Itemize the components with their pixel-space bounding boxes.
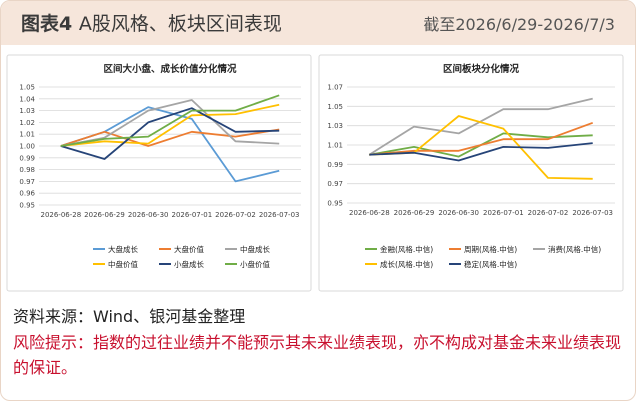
figure-subtitle: A股风格、板块区间表现 [78, 13, 282, 35]
x-tick-label: 2026-07-02 [215, 211, 256, 219]
series-line [60, 94, 280, 147]
legend-label: 周期(风格.中信) [464, 244, 517, 254]
x-tick-label: 2026-07-03 [572, 209, 613, 217]
y-tick-label: 1.07 [327, 84, 343, 92]
charts-svg: 区间大小盘、成长价值分化情况 0.95 0.96 0.97 0.98 0.99 1.00 1.… [6, 54, 624, 292]
figure-label: 图表4 [21, 13, 73, 35]
y-tick-label: 0.98 [19, 166, 35, 174]
legend-label: 大盘成长 [108, 244, 138, 254]
x-tick-label: 2026-07-01 [171, 211, 212, 219]
legend-label: 大盘价值 [174, 244, 204, 254]
x-tick-label: 2026-06-28 [40, 211, 81, 219]
series-line [369, 142, 593, 162]
y-tick-label: 0.95 [19, 202, 35, 210]
legend-label: 成长(风格.中信) [380, 259, 433, 269]
y-tick-label: 0.96 [19, 190, 35, 198]
series-line [60, 99, 280, 147]
y-tick-label: 0.97 [327, 180, 343, 188]
y-tick-label: 0.99 [327, 161, 343, 169]
y-tick-label: 1.03 [327, 122, 343, 130]
y-tick-label: 1.01 [19, 131, 35, 139]
x-tick-label: 2026-06-29 [394, 209, 435, 217]
y-tick-label: 0.99 [19, 154, 35, 162]
chart-panel-frame [6, 54, 312, 292]
series-line [60, 107, 280, 160]
y-tick-label: 0.95 [327, 200, 343, 208]
y-tick-label: 1.00 [19, 143, 35, 151]
legend-label: 小盘成长 [174, 259, 204, 269]
figure-title: 图表4 A股风格、板块区间表现 [21, 9, 282, 36]
chart-title: 区间板块分化情况 [443, 63, 520, 75]
risk-disclaimer: 风险提示：指数的过往业绩并不能预示其未来业绩表现，亦不构成对基金未来业绩表现的保… [13, 333, 622, 377]
legend-label: 中盘成长 [240, 244, 270, 254]
series-line [60, 128, 280, 147]
series-line [368, 97, 593, 156]
notes: 资料来源：Wind、银河基金整理 风险提示：指数的过往业绩并不能预示其未来业绩表… [13, 305, 627, 380]
y-tick-label: 1.04 [19, 95, 35, 103]
series-line [369, 121, 594, 156]
charts-area: 区间大小盘、成长价值分化情况 0.95 0.96 0.97 0.98 0.99 1.00 1.… [1, 45, 635, 301]
x-tick-label: 2026-06-30 [128, 211, 169, 219]
source-note: 资料来源：Wind、银河基金整理 [13, 307, 246, 326]
legend-label: 金融(风格.中信) [380, 244, 433, 254]
chart-panel-1: 区间大小盘、成长价值分化情况 0.95 0.96 0.97 0.98 0.99 1.00 1.… [6, 54, 312, 292]
legend-label: 稳定(风格.中信) [464, 259, 517, 269]
figure-header: 图表4 A股风格、板块区间表现 截至2026/6/29-2026/7/3 [1, 1, 635, 45]
y-tick-label: 1.02 [19, 119, 35, 127]
chart-title: 区间大小盘、成长价值分化情况 [103, 63, 237, 75]
legend-label: 小盘价值 [240, 259, 270, 269]
x-tick-label: 2026-06-30 [438, 209, 479, 217]
figure-date-range: 截至2026/6/29-2026/7/3 [423, 15, 615, 34]
y-tick-label: 1.03 [19, 107, 35, 115]
x-tick-label: 2026-07-03 [259, 211, 300, 219]
y-tick-label: 0.97 [19, 178, 35, 186]
x-tick-label: 2026-06-28 [349, 209, 390, 217]
y-tick-label: 1.01 [327, 142, 343, 150]
x-tick-label: 2026-07-01 [483, 209, 524, 217]
legend-label: 中盘价值 [108, 259, 138, 269]
legend-label: 消费(风格.中信) [548, 244, 601, 254]
y-tick-label: 1.05 [327, 103, 343, 111]
y-tick-label: 1.05 [19, 84, 35, 92]
x-tick-label: 2026-06-29 [84, 211, 125, 219]
chart-panel-frame [318, 54, 624, 292]
chart-panel-2: 区间板块分化情况 0.95 0.97 0.99 1.01 1.03 1.05 1.07 2026… [318, 54, 624, 292]
x-tick-label: 2026-07-02 [528, 209, 569, 217]
series-line [60, 103, 280, 147]
